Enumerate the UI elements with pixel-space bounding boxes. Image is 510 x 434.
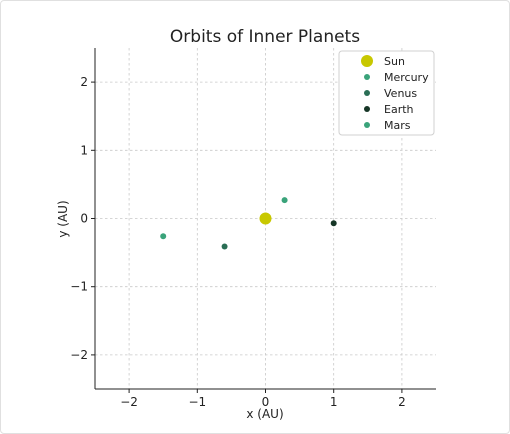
y-tick-label: −1 [70,280,88,294]
y-axis-label: y (AU) [56,200,70,237]
point-sun [259,212,272,225]
legend-marker-mars [364,122,370,128]
legend-label-mars: Mars [384,119,411,132]
legend-label-sun: Sun [384,55,405,68]
data-points [160,197,337,250]
legend: Sun Mercury Venus Earth Mars [338,50,435,136]
point-venus [221,243,228,250]
legend-marker-venus [364,90,370,96]
y-tick-label: 1 [80,143,88,157]
legend-label-venus: Venus [384,87,417,100]
y-tick-label: 2 [80,75,88,89]
legend-box [338,50,435,136]
x-axis-label: x (AU) [246,407,283,421]
x-tick-label: −2 [120,395,138,409]
x-tick-label: −1 [188,395,206,409]
legend-label-mercury: Mercury [384,71,429,84]
legend-marker-earth [364,106,370,112]
legend-marker-mercury [364,74,370,80]
point-mercury [281,197,288,204]
legend-marker-sun [361,55,373,67]
point-mars [160,233,167,240]
x-tick-label: 1 [330,395,338,409]
point-earth [330,220,337,227]
x-tick-label: 2 [398,395,406,409]
x-tick-label: 0 [262,395,270,409]
chart-title: Orbits of Inner Planets [170,27,360,47]
legend-label-earth: Earth [384,103,414,116]
y-tick-label: −2 [70,348,88,362]
y-tick-label: 0 [80,212,88,226]
axes: −2 −1 0 1 2 −2 −1 0 1 2 [70,48,436,409]
